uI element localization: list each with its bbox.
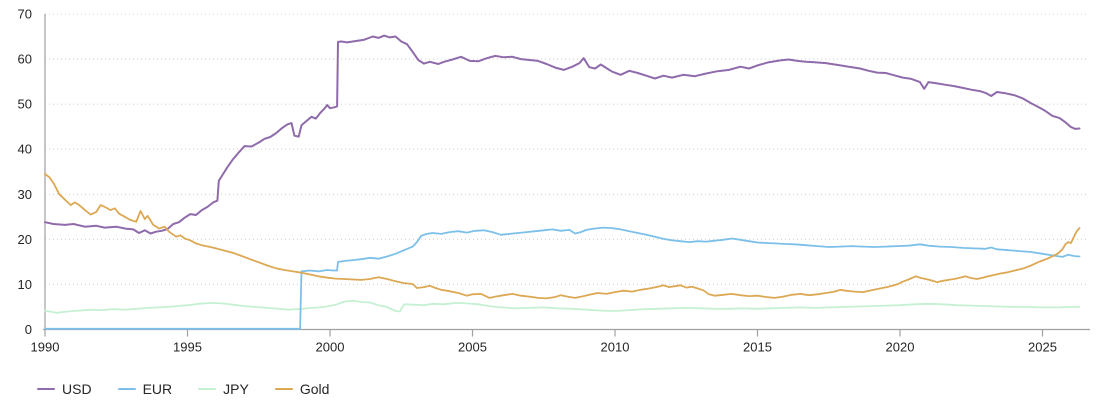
y-tick-label-20: 20 <box>18 232 32 247</box>
fx-reserve-shares-line-chart: 1990 1995 2000 2005 2010 2015 2020 2025 0 10 20 30 4… <box>18 7 1090 355</box>
x-tick-label-2020: 2020 <box>886 340 915 355</box>
y-tick-label-60: 60 <box>18 52 32 67</box>
y-tick-label-50: 50 <box>18 97 32 112</box>
legend-dash-gold-icon <box>274 387 293 391</box>
jpy-line <box>44 299 1081 314</box>
x-tick-label-2005: 2005 <box>458 340 487 355</box>
usd-line <box>44 34 1081 235</box>
legend-label-usd: USD <box>62 381 92 397</box>
x-tick-label-2000: 2000 <box>316 340 345 355</box>
x-tick-label-2015: 2015 <box>743 340 772 355</box>
x-tick-label-1990: 1990 <box>31 340 60 355</box>
legend-dash-usd-icon <box>37 387 55 391</box>
x-axis-ticks: 1990 1995 2000 2005 2010 2015 2020 2025 <box>31 329 1057 355</box>
y-axis-labels: 0 10 20 30 40 50 60 70 <box>18 7 32 338</box>
legend-item-eur: EUR <box>117 381 173 397</box>
legend-dash-jpy-icon <box>198 387 217 391</box>
gold-line <box>44 173 1081 300</box>
legend-label-jpy: JPY <box>223 381 249 397</box>
y-tick-label-30: 30 <box>18 187 32 202</box>
y-tick-label-70: 70 <box>18 7 32 22</box>
legend-item-gold: Gold <box>274 381 330 397</box>
x-tick-label-2025: 2025 <box>1028 340 1057 355</box>
y-tick-label-10: 10 <box>18 277 32 292</box>
legend-item-usd: USD <box>37 382 92 396</box>
chart-legend: USD EUR JPY Gold <box>37 382 329 396</box>
x-tick-label-2010: 2010 <box>601 340 630 355</box>
y-tick-label-40: 40 <box>18 142 32 157</box>
legend-label-gold: Gold <box>299 381 330 397</box>
x-tick-label-1995: 1995 <box>173 340 202 355</box>
eur-line <box>44 226 1081 330</box>
legend-label-eur: EUR <box>142 381 173 397</box>
y-tick-label-0: 0 <box>25 322 32 337</box>
y-gridlines <box>45 13 1088 285</box>
legend-item-jpy: JPY <box>198 382 249 396</box>
legend-dash-eur-icon <box>117 387 136 391</box>
